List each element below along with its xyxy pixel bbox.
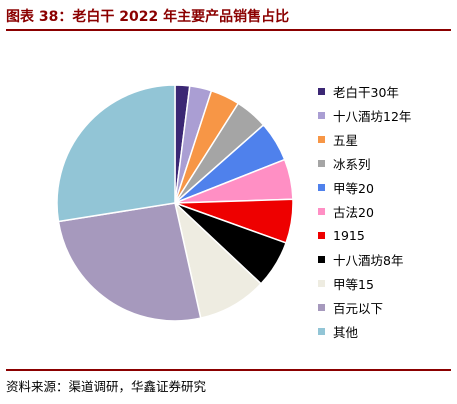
legend-label: 五星 [333,132,359,148]
legend-label: 百元以下 [333,300,384,316]
legend-item: 十八酒坊8年 [318,250,403,268]
chart-title: 图表 38：老白干 2022 年主要产品销售占比 [6,9,290,25]
legend-swatch [318,87,325,95]
title-bar: 图表 38：老白干 2022 年主要产品销售占比 [6,4,451,31]
legend-swatch [318,303,325,311]
legend-item: 古法20 [318,202,374,220]
legend-swatch [318,135,325,143]
legend-label: 甲等20 [333,180,374,196]
legend-item: 甲等15 [318,274,374,292]
pie-slice-10 [56,84,176,223]
source-note: 资料来源：渠道调研，华鑫证券研究 [6,379,207,394]
legend-label: 古法20 [333,204,374,220]
legend-swatch [318,111,325,119]
legend-item: 五星 [318,130,358,148]
legend-label: 十八酒坊8年 [333,252,404,268]
legend-swatch [318,327,325,335]
legend-swatch [318,207,325,215]
legend-item: 其他 [318,322,358,340]
legend-item: 甲等20 [318,178,374,196]
legend-label: 冰系列 [333,156,371,172]
legend-label: 甲等15 [333,276,374,292]
title-underline [6,29,451,31]
legend-item: 十八酒坊12年 [318,106,411,124]
legend-swatch [318,159,325,167]
legend-label: 1915 [333,227,365,243]
legend-swatch [318,231,325,239]
legend-label: 其他 [333,324,359,340]
legend-label: 十八酒坊12年 [333,108,412,124]
pie-slice-9 [57,202,202,322]
legend-label: 老白干30年 [333,84,399,100]
pie-slices [56,84,294,322]
legend-swatch [318,183,325,191]
legend-item: 老白干30年 [318,82,399,100]
legend-swatch [318,279,325,287]
legend-item: 冰系列 [318,154,371,172]
legend-item: 1915 [318,226,365,244]
legend-swatch [318,255,325,263]
source-divider [6,369,451,371]
legend-item: 百元以下 [318,298,383,316]
